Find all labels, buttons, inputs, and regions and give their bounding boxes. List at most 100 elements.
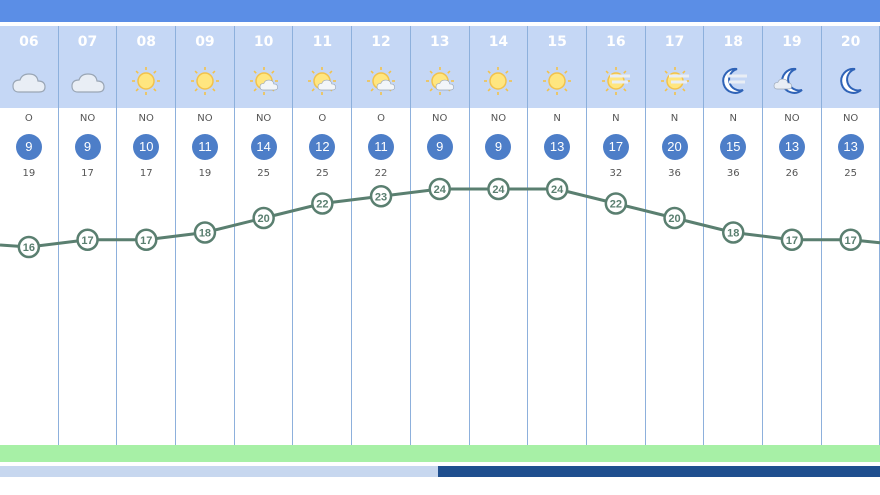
wind-speed-badge: 20 [661,134,688,160]
hour-header: 07 [59,26,117,108]
hour-label: 07 [77,34,98,50]
wind-direction: NO [138,113,154,124]
wind-gust: 26 [785,168,799,179]
wind-gust: 36 [726,168,740,179]
sun-haze-icon [596,64,636,98]
wind-direction: N [553,113,561,124]
wind-speed-badge: 9 [426,134,453,160]
wind-speed-badge: 13 [544,134,571,160]
hour-header: 20 [822,26,880,108]
sun-cloud-icon [244,64,284,98]
hour-header: 10 [235,26,293,108]
wind-speed-badge: 14 [250,134,277,160]
hour-label: 13 [429,34,450,50]
sun-icon [126,64,166,98]
wind-direction: NO [842,113,859,124]
hour-column-14: 14 NO 9 [470,26,529,462]
hour-header: 14 [470,26,528,108]
wind-direction: NO [784,113,800,124]
wind-direction: O [377,113,385,124]
hour-label: 15 [547,34,567,50]
wind-gust: 36 [668,168,681,179]
hour-column-07: 07 NO 9 17 [59,26,118,462]
hour-column-18: 18 N 15 36 [704,26,764,462]
hour-header: 13 [411,26,469,108]
moon-cloud-icon [772,64,812,98]
wind-gust: 32 [609,168,623,179]
hour-column-15: 15 N 13 [528,26,587,462]
hour-header: 15 [528,26,586,108]
hour-label: 16 [606,34,626,50]
wind-direction: N [729,113,737,124]
hour-column-10: 10 NO 14 25 [235,26,294,462]
precipitation-band [0,445,880,462]
sun-cloud-icon [361,64,401,98]
wind-speed-badge: 11 [368,134,395,160]
hour-label: 19 [782,34,802,50]
moon-haze-icon [713,64,753,98]
hour-header: 09 [176,26,234,108]
sun-cloud-icon [302,64,342,98]
wind-gust: 25 [257,168,270,179]
hour-header: 19 [763,26,821,108]
wind-direction: N [670,113,679,124]
hour-header: 06 [0,26,58,108]
hour-column-19: 19 NO 13 26 [763,26,822,462]
moon-icon [831,64,871,98]
hour-header: 12 [352,26,410,108]
wind-gust: 25 [315,168,329,179]
hour-label: 11 [312,34,333,50]
wind-speed-badge: 9 [74,134,101,160]
wind-speed-badge: 9 [485,134,512,160]
hour-column-12: 12 O 11 22 [352,26,411,462]
wind-direction: O [24,113,33,124]
hour-label: 06 [19,34,39,50]
wind-speed-badge: 10 [133,134,160,160]
wind-speed-badge: 9 [15,134,42,160]
hour-column-08: 08 NO 10 17 [117,26,177,462]
wind-direction: NO [432,113,448,124]
wind-direction: NO [79,113,96,124]
hour-label: 17 [664,34,685,50]
hour-column-17: 17 N 20 36 [646,26,705,462]
hour-label: 08 [136,34,156,50]
wind-gust: 19 [198,168,212,179]
wind-speed-badge: 12 [309,134,336,160]
wind-direction: O [318,113,327,124]
wind-speed-badge: 13 [837,134,864,160]
sun-icon [185,64,225,98]
wind-gust: 25 [844,168,857,179]
cloud-icon [68,64,108,98]
hour-header: 11 [294,26,352,108]
wind-speed-badge: 11 [191,134,218,160]
hour-header: 17 [646,26,704,108]
top-bar [0,0,880,22]
hour-header: 16 [587,26,645,108]
sun-icon [478,64,518,98]
wind-speed-badge: 13 [778,134,805,160]
hour-column-09: 09 NO 11 19 [176,26,235,462]
wind-gust: 19 [22,168,36,179]
hour-header: 18 [704,26,762,108]
wind-gust: 17 [139,168,153,179]
wind-speed-badge: 17 [602,134,629,160]
hour-label: 12 [371,34,391,50]
hour-column-20: 20 NO 13 25 [822,26,880,462]
hour-column-16: 16 N 17 32 [587,26,646,462]
wind-direction: N [612,113,620,124]
hour-header: 08 [117,26,175,108]
wind-direction: NO [490,113,507,124]
wind-direction: NO [197,113,213,124]
wind-gust: 17 [81,168,94,179]
hour-label: 10 [253,34,274,50]
hour-column-13: 13 NO 9 [411,26,470,462]
wind-speed-badge: 15 [720,134,747,160]
sun-haze-icon [655,64,695,98]
hour-column-11: 11 O 12 25 [294,26,353,462]
scrollbar-thumb[interactable] [438,466,880,477]
hour-label: 14 [488,34,509,50]
wind-direction: NO [255,113,272,124]
sun-cloud-icon [420,64,460,98]
hour-label: 20 [840,34,861,50]
